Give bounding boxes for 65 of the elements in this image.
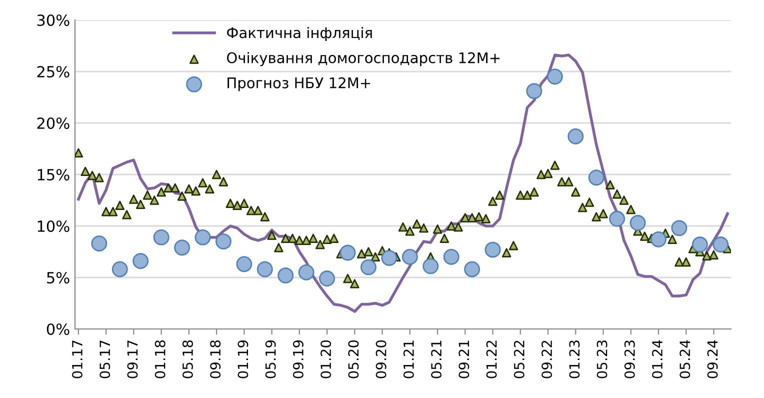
point xyxy=(278,267,294,284)
line-series xyxy=(77,54,729,313)
point xyxy=(381,250,398,266)
point xyxy=(526,83,542,100)
point xyxy=(319,270,336,287)
x-tick-label: 01.21 xyxy=(403,340,414,378)
x-tick-label: 09.20 xyxy=(376,340,386,378)
x-tick-label: 01.18 xyxy=(154,340,166,378)
point xyxy=(650,231,666,248)
point xyxy=(153,229,170,246)
x-tick-label: 01.23 xyxy=(569,340,580,378)
point xyxy=(194,229,211,246)
point xyxy=(609,210,626,227)
x-tick-label: 05.22 xyxy=(514,340,524,378)
x-tick-label: 01.22 xyxy=(486,340,497,378)
point xyxy=(692,236,708,253)
point xyxy=(671,220,688,236)
x-tick-label: 01.20 xyxy=(320,340,332,378)
point xyxy=(546,68,563,85)
x-tick-label: 01.19 xyxy=(238,340,248,378)
y-tick-label: 15% xyxy=(38,168,70,181)
point xyxy=(443,248,460,265)
x-tick-label: 09.24 xyxy=(707,340,718,378)
x-tick-label: 01.17 xyxy=(72,340,82,378)
point xyxy=(256,261,273,278)
y-tick-label: 30% xyxy=(37,14,70,26)
point xyxy=(215,233,232,250)
point xyxy=(340,244,356,261)
x-tick-label: 09.21 xyxy=(458,340,470,378)
point xyxy=(484,242,501,258)
x-tick-label: 09.17 xyxy=(127,340,138,378)
x-tick-label: 09.19 xyxy=(292,340,304,378)
y-tick-label: 20% xyxy=(37,117,70,130)
point xyxy=(360,259,376,276)
point xyxy=(91,236,108,252)
point xyxy=(112,261,128,278)
x-tick-label: 05.19 xyxy=(265,340,276,378)
y-tick-label: 10% xyxy=(38,220,70,232)
point xyxy=(568,128,584,144)
point xyxy=(236,256,252,272)
y-tick-label: 5% xyxy=(47,272,70,284)
point xyxy=(132,253,149,269)
x-tick-label: 09.22 xyxy=(542,340,552,378)
x-tick-label: 09.18 xyxy=(210,340,221,378)
legend-label: Очікування домогосподарств 12М+ xyxy=(226,52,500,66)
point xyxy=(464,261,480,278)
x-tick-label: 05.18 xyxy=(182,340,193,378)
point xyxy=(588,170,604,186)
x-tick-label: 05.20 xyxy=(348,340,359,378)
x-tick-label: 09.23 xyxy=(624,340,635,378)
x-tick-label: 05.21 xyxy=(431,340,442,378)
y-tick-label: 0% xyxy=(46,323,70,336)
y-tick-label: 25% xyxy=(37,66,70,78)
point xyxy=(712,236,729,253)
x-tick-label: 05.23 xyxy=(596,340,608,378)
x-tick-label: 05.24 xyxy=(680,340,690,378)
point xyxy=(402,248,418,265)
x-tick-label: 05.17 xyxy=(100,340,110,378)
legend-label: Фактична інфляція xyxy=(227,26,372,42)
point xyxy=(630,214,646,231)
point xyxy=(422,258,439,274)
point xyxy=(174,240,190,256)
x-tick-label: 01.24 xyxy=(652,340,663,378)
legend-label: Прогноз НБУ 12М+ xyxy=(228,77,370,92)
point xyxy=(298,264,314,280)
